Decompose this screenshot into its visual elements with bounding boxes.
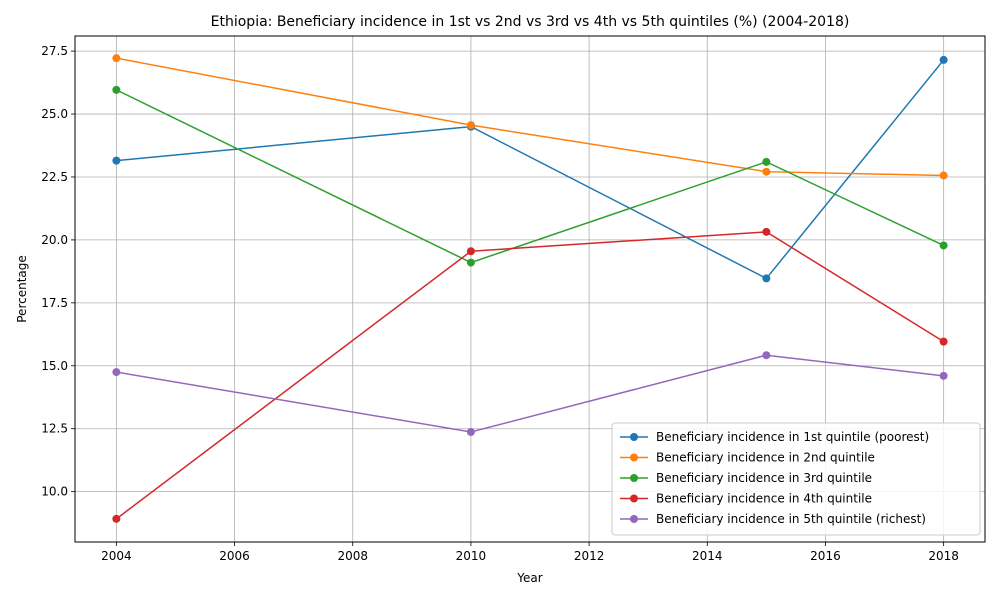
data-point-4 [112,514,121,523]
legend-swatch-marker [630,474,638,482]
data-point-5 [762,351,771,360]
data-point-5 [466,427,475,436]
data-point-5 [939,371,948,380]
data-point-1 [112,156,121,165]
legend-swatch-marker [630,433,638,441]
series-line-3 [116,89,944,264]
data-point-4 [466,247,475,256]
legend-box [611,422,981,536]
x-tick-label: 2008 [337,549,368,563]
legend-label: Beneficiary incidence in 4th quintile [656,492,872,506]
data-point-2 [939,171,948,180]
y-tick-label: 10.0 [41,485,68,499]
series-line-4 [115,231,945,520]
data-point-1 [762,274,771,283]
data-point-3 [466,258,475,267]
x-tick-label: 2016 [810,549,841,563]
chart-title: Ethiopia: Beneficiary incidence in 1st v… [211,14,850,30]
y-tick-label: 25.0 [41,107,68,121]
y-tick-label: 27.5 [41,44,68,58]
legend-label: Beneficiary incidence in 3rd quintile [656,471,872,485]
data-point-4 [762,227,771,236]
data-point-1 [939,55,948,64]
y-axis-label: Percentage [15,255,29,323]
y-tick-label: 22.5 [41,170,68,184]
series-points [112,54,948,523]
x-tick-label: 2014 [692,549,723,563]
x-tick-label: 2018 [928,549,959,563]
data-point-2 [112,54,121,63]
y-tick-label: 12.5 [41,422,68,436]
legend-label: Beneficiary incidence in 2nd quintile [656,451,875,465]
data-point-3 [112,85,121,94]
series-lines [115,57,945,520]
legend-swatch-marker [630,515,638,523]
legend-label: Beneficiary incidence in 1st quintile (p… [656,430,929,444]
x-tick-label: 2010 [456,549,487,563]
y-tick-label: 17.5 [41,296,68,310]
series-line-5 [116,354,944,433]
data-point-3 [939,241,948,250]
x-tick-label: 2012 [574,549,605,563]
data-point-2 [762,167,771,176]
x-tick-label: 2006 [219,549,250,563]
series-line-1 [116,59,945,280]
x-axis-label: Year [516,571,542,585]
y-tick-label: 15.0 [41,359,68,373]
series-line-2 [116,57,944,177]
x-axis: 2004 2006 2008 2010 2012 2014 2016 2018 [101,542,959,563]
y-axis: 10.0 12.5 15.0 17.5 20.0 22.5 25.0 27.5 [41,44,75,499]
data-point-2 [466,121,475,130]
plot-frame [74,35,986,543]
legend-label: Beneficiary incidence in 5th quintile (r… [656,512,926,526]
legend-swatch-marker [630,494,638,503]
legend-swatch-marker [630,453,638,462]
legend: Beneficiary incidence in 1st quintile (p… [611,422,981,536]
data-point-4 [939,337,948,346]
data-point-5 [112,368,121,377]
x-tick-label: 2004 [101,549,132,563]
y-tick-label: 20.0 [41,233,68,247]
data-point-3 [762,157,771,166]
